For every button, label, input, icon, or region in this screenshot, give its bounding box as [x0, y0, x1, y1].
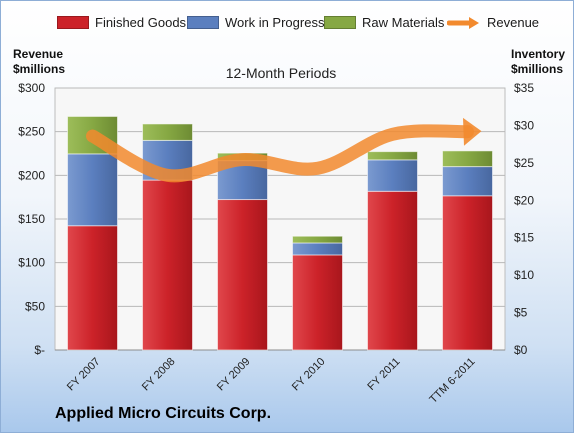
legend: Finished Goods Work in Progress Raw Mate… [1, 15, 573, 35]
right-tick-label: $25 [514, 156, 534, 170]
left-tick-label: $250 [18, 125, 45, 139]
chart-subtitle: 12-Month Periods [225, 65, 337, 81]
right-tick-label: $15 [514, 231, 534, 245]
right-tick-label: $20 [514, 193, 534, 207]
bar-raw-materials [142, 123, 193, 141]
legend-swatch-finished-goods [57, 16, 89, 29]
bar-raw-materials [442, 150, 493, 168]
left-axis-title-line1: Revenue [13, 47, 64, 61]
legend-item-raw-materials: Raw Materials [324, 15, 444, 30]
x-axis-ticks: FY 2007 FY 2008 FY 2009 FY 2010 FY 2011 TTM 6… [65, 356, 478, 406]
bar-work-in-progress [292, 242, 343, 256]
left-tick-label: $150 [18, 212, 45, 226]
company-name: Applied Micro Circuits Corp. [55, 405, 272, 422]
legend-swatch-work-in-progress [187, 16, 219, 29]
right-tick-label: $35 [514, 81, 534, 95]
x-tick-label: TTM 6-2011 [427, 356, 477, 406]
bar-finished-goods [442, 195, 493, 351]
x-tick-label: FY 2010 [290, 356, 328, 394]
right-axis-title: Inventory $millions [511, 47, 565, 77]
right-tick-label: $0 [514, 343, 528, 357]
legend-label-finished-goods: Finished Goods [95, 15, 187, 30]
x-tick-label: FY 2007 [65, 356, 103, 394]
bar-work-in-progress [442, 166, 493, 197]
revenue-arrowhead [463, 117, 482, 146]
bars-layer [67, 115, 493, 351]
legend-swatch-raw-materials [324, 16, 356, 29]
left-axis-title: Revenue $millions [13, 47, 65, 77]
right-axis-ticks: $0 $5 $10 $15 $20 $25 $30 $35 [514, 81, 534, 357]
x-tick-label: FY 2009 [215, 356, 253, 394]
left-tick-label: $- [34, 343, 45, 357]
revenue-line [86, 124, 474, 183]
right-tick-label: $30 [514, 118, 534, 132]
bar-finished-goods [292, 254, 343, 351]
bar-raw-materials [367, 151, 418, 161]
right-tick-label: $10 [514, 268, 534, 282]
left-tick-label: $100 [18, 256, 45, 270]
left-tick-label: $50 [25, 299, 45, 313]
left-axis-ticks: $- $50 $100 $150 $200 $250 $300 [18, 81, 45, 357]
left-tick-label: $200 [18, 168, 45, 182]
left-tick-label: $300 [18, 81, 45, 95]
bar-work-in-progress [67, 153, 118, 227]
legend-label-work-in-progress: Work in Progress [225, 15, 325, 30]
bar-finished-goods [367, 190, 418, 351]
bar-finished-goods [217, 199, 268, 351]
left-axis-title-line2: $millions [13, 62, 66, 76]
right-axis-title-line2: $millions [511, 62, 564, 76]
bar-finished-goods [142, 179, 193, 351]
x-tick-label: FY 2011 [365, 356, 402, 393]
bar-raw-materials [292, 235, 343, 244]
x-tick-label: FY 2008 [140, 356, 178, 394]
bar-work-in-progress [367, 159, 418, 192]
legend-item-work-in-progress: Work in Progress [187, 15, 324, 30]
bar-finished-goods [67, 225, 118, 351]
legend-label-raw-materials: Raw Materials [362, 15, 445, 30]
right-axis-title-line1: Inventory [511, 47, 566, 61]
legend-item-revenue: Revenue [447, 15, 539, 30]
right-tick-label: $5 [514, 306, 528, 320]
legend-label-revenue: Revenue [487, 15, 540, 30]
revenue-arrow-icon [447, 16, 479, 29]
revenue-line-layer [86, 117, 482, 183]
legend-item-finished-goods: Finished Goods [57, 15, 186, 30]
